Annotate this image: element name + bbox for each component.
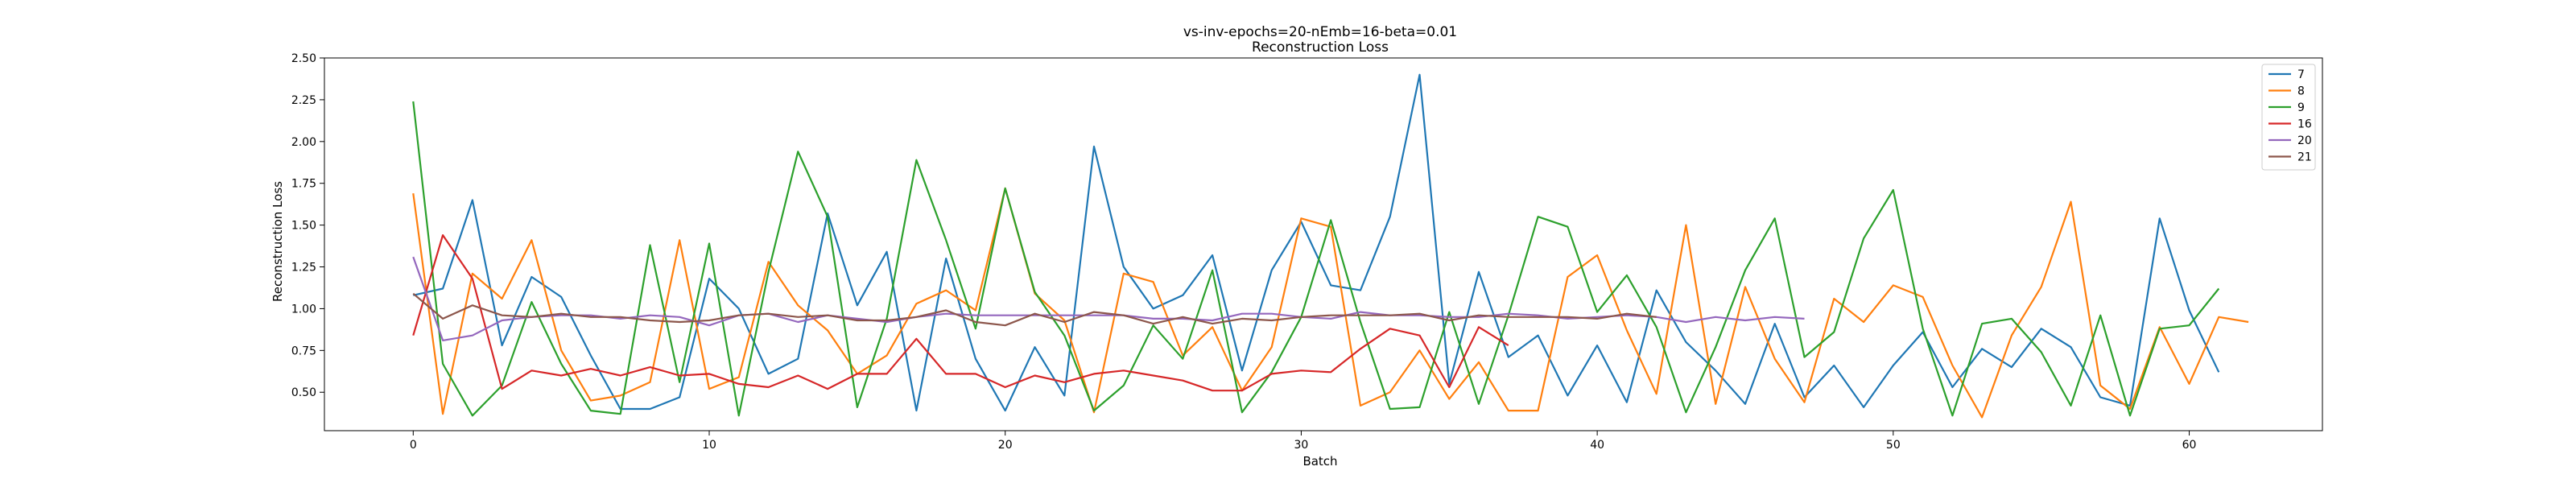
y-tick-label: 0.75 bbox=[291, 345, 316, 357]
y-tick-label: 2.25 bbox=[291, 94, 316, 107]
x-tick-label: 20 bbox=[998, 439, 1013, 452]
x-tick-label: 30 bbox=[1294, 439, 1309, 452]
series-line-20 bbox=[412, 256, 1805, 341]
legend-label-20: 20 bbox=[2297, 134, 2312, 147]
legend-label-7: 7 bbox=[2297, 68, 2305, 81]
legend: 7 8 9 16 20 21 bbox=[2261, 64, 2316, 171]
legend-label-21: 21 bbox=[2297, 151, 2312, 164]
x-tick-label: 0 bbox=[410, 439, 417, 452]
x-tick-label: 60 bbox=[2182, 439, 2197, 452]
x-axis-label: Batch bbox=[1302, 454, 1337, 469]
series-line-7 bbox=[413, 73, 2220, 412]
legend-label-8: 8 bbox=[2297, 85, 2305, 98]
x-tick-label: 50 bbox=[1886, 439, 1901, 452]
series-line-8 bbox=[412, 187, 2249, 419]
legend-label-9: 9 bbox=[2297, 101, 2305, 114]
y-tick-label: 2.00 bbox=[291, 136, 316, 149]
y-tick-label: 1.00 bbox=[291, 303, 316, 316]
series-group bbox=[412, 73, 2249, 419]
y-tick-label: 2.50 bbox=[291, 52, 316, 65]
chart-title-line1: vs-inv-epochs=20-nEmb=16-beta=0.01 bbox=[1183, 24, 1457, 40]
y-tick-label: 0.50 bbox=[291, 386, 316, 399]
x-tick-label: 10 bbox=[702, 439, 716, 452]
y-tick-label: 1.75 bbox=[291, 178, 316, 191]
chart-title-line2: Reconstruction Loss bbox=[1252, 39, 1389, 56]
plot-frame bbox=[324, 57, 2323, 431]
y-axis-label: Reconstruction Loss bbox=[270, 181, 285, 302]
y-tick-label: 1.50 bbox=[291, 220, 316, 233]
legend-label-16: 16 bbox=[2297, 118, 2312, 131]
x-tick-label: 40 bbox=[1590, 439, 1604, 452]
series-line-16 bbox=[412, 234, 1509, 392]
y-tick-label: 1.25 bbox=[291, 262, 316, 275]
series-line-9 bbox=[412, 101, 2220, 417]
axis-ticks: 0 10 20 30 40 50 60 0.50 0.75 1.00 1.25 1.50 1.75 2.0… bbox=[291, 52, 2197, 452]
series-line-21 bbox=[412, 292, 1657, 327]
